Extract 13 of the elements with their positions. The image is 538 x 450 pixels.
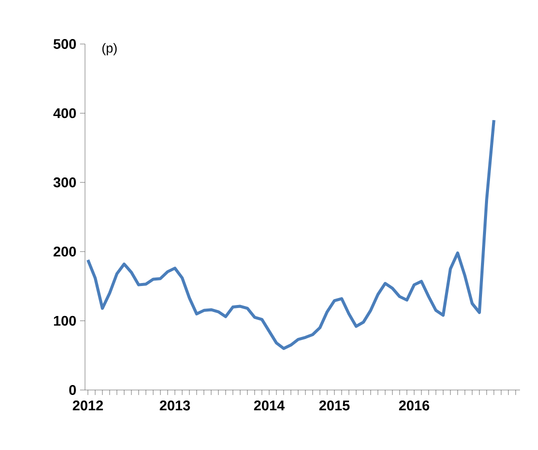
y-tick-label: 200 xyxy=(54,246,76,257)
x-tick-label: 2015 xyxy=(319,400,350,410)
x-tick-label: 2014 xyxy=(254,400,285,410)
y-tick-label: 300 xyxy=(53,177,76,188)
y-axis-title: (p) xyxy=(102,43,117,56)
x-tick-label: 2012 xyxy=(72,400,103,410)
y-tick-label: 100 xyxy=(54,316,76,326)
y-tick-label: 400 xyxy=(53,108,76,118)
x-tick-label: 2016 xyxy=(399,400,430,410)
x-tick-label: 2013 xyxy=(160,400,190,410)
line-series xyxy=(86,118,496,350)
y-tick-label: 500 xyxy=(54,39,76,49)
y-tick-label: 0 xyxy=(69,385,76,395)
